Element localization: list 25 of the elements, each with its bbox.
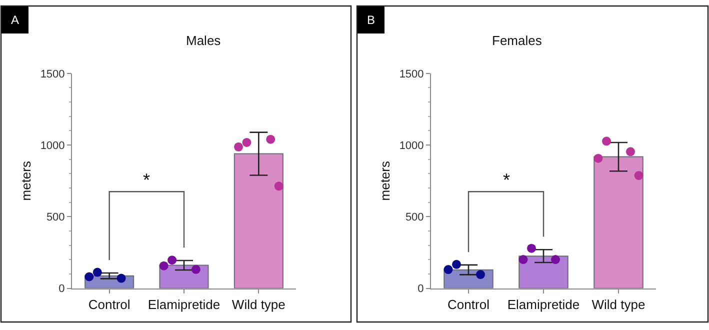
bar [234,153,284,288]
y-axis-title: meters [18,160,34,201]
annotation: * [143,170,150,190]
y-tick-label: 0 [58,283,65,296]
x-tick-label: Elamipretide [507,296,580,312]
chart-title: Males [186,33,222,48]
y-tick-label: 1500 [40,68,65,80]
y-tick-label: 0 [418,283,424,296]
y-tick-label: 1000 [399,140,424,152]
x-tick-label: Control [88,296,130,312]
y-tick-label: 1000 [40,140,65,152]
x-tick-label: Wild type [592,296,646,312]
y-tick-label: 500 [46,212,65,224]
text: B [366,13,376,27]
y-tick-label: 500 [405,212,424,224]
y-tick-label: 1500 [399,68,424,80]
text: A [10,13,20,27]
annotation: * [503,170,510,190]
x-tick-label: Wild type [232,296,286,312]
bar [594,156,644,288]
x-tick-label: Control [448,296,490,312]
y-axis-title: meters [377,160,392,201]
x-tick-label: Elamipretide [148,296,220,312]
bar [518,256,568,288]
chart-title: Females [492,33,542,48]
